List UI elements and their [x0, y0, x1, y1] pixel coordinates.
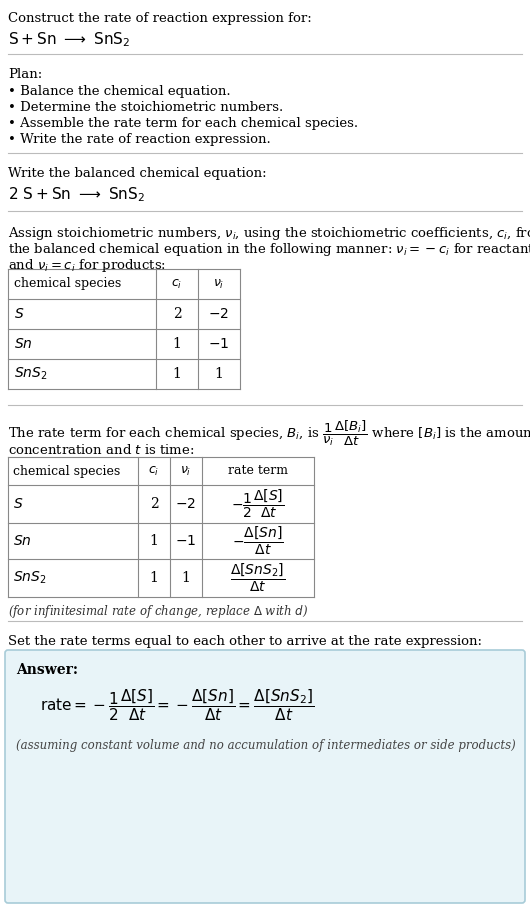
Text: 1: 1: [182, 571, 190, 585]
Text: • Balance the chemical equation.: • Balance the chemical equation.: [8, 85, 231, 98]
Text: $Sn$: $Sn$: [13, 534, 32, 548]
Text: $SnS_2$: $SnS_2$: [13, 570, 47, 586]
Text: $-2$: $-2$: [208, 307, 229, 321]
Text: 1: 1: [173, 337, 181, 351]
Text: Answer:: Answer:: [16, 663, 78, 677]
Text: $\mathrm{S + Sn\ \longrightarrow\ SnS_2}$: $\mathrm{S + Sn\ \longrightarrow\ SnS_2}…: [8, 30, 130, 49]
Text: and $\nu_i = c_i$ for products:: and $\nu_i = c_i$ for products:: [8, 257, 166, 274]
Text: Construct the rate of reaction expression for:: Construct the rate of reaction expressio…: [8, 12, 312, 25]
Text: $S$: $S$: [14, 307, 24, 321]
Text: $S$: $S$: [13, 497, 23, 511]
Text: 1: 1: [149, 534, 158, 548]
Text: $\mathrm{2\ S + Sn\ \longrightarrow\ SnS_2}$: $\mathrm{2\ S + Sn\ \longrightarrow\ SnS…: [8, 185, 145, 204]
Text: The rate term for each chemical species, $B_i$, is $\dfrac{1}{\nu_i}\dfrac{\Delt: The rate term for each chemical species,…: [8, 419, 530, 448]
Text: $c_i$: $c_i$: [148, 465, 160, 477]
Text: $\nu_i$: $\nu_i$: [213, 277, 225, 291]
Text: • Assemble the rate term for each chemical species.: • Assemble the rate term for each chemic…: [8, 117, 358, 130]
Text: $Sn$: $Sn$: [14, 337, 33, 351]
Text: concentration and $t$ is time:: concentration and $t$ is time:: [8, 443, 195, 457]
Text: $-2$: $-2$: [175, 497, 197, 511]
Text: $-\dfrac{1}{2}\dfrac{\Delta[S]}{\Delta t}$: $-\dfrac{1}{2}\dfrac{\Delta[S]}{\Delta t…: [231, 487, 285, 520]
Text: rate term: rate term: [228, 465, 288, 477]
Text: chemical species: chemical species: [13, 465, 120, 477]
Text: • Determine the stoichiometric numbers.: • Determine the stoichiometric numbers.: [8, 101, 283, 114]
Text: $-\dfrac{\Delta[Sn]}{\Delta t}$: $-\dfrac{\Delta[Sn]}{\Delta t}$: [232, 525, 284, 557]
Text: $SnS_2$: $SnS_2$: [14, 366, 48, 382]
Text: 1: 1: [173, 367, 181, 381]
Text: 1: 1: [215, 367, 224, 381]
Text: Assign stoichiometric numbers, $\nu_i$, using the stoichiometric coefficients, $: Assign stoichiometric numbers, $\nu_i$, …: [8, 225, 530, 242]
Text: • Write the rate of reaction expression.: • Write the rate of reaction expression.: [8, 133, 271, 146]
FancyBboxPatch shape: [5, 650, 525, 903]
Text: $\nu_i$: $\nu_i$: [180, 465, 192, 477]
Text: 2: 2: [149, 497, 158, 511]
Text: the balanced chemical equation in the following manner: $\nu_i = -c_i$ for react: the balanced chemical equation in the fo…: [8, 241, 530, 258]
Text: $c_i$: $c_i$: [171, 277, 183, 291]
Text: Write the balanced chemical equation:: Write the balanced chemical equation:: [8, 167, 267, 180]
Text: $-1$: $-1$: [175, 534, 197, 548]
Text: (for infinitesimal rate of change, replace $\Delta$ with $d$): (for infinitesimal rate of change, repla…: [8, 603, 308, 620]
Text: (assuming constant volume and no accumulation of intermediates or side products): (assuming constant volume and no accumul…: [16, 739, 516, 752]
Text: 1: 1: [149, 571, 158, 585]
Text: Set the rate terms equal to each other to arrive at the rate expression:: Set the rate terms equal to each other t…: [8, 635, 482, 648]
Text: Plan:: Plan:: [8, 68, 42, 81]
Text: chemical species: chemical species: [14, 277, 121, 291]
Text: $\dfrac{\Delta[SnS_2]}{\Delta t}$: $\dfrac{\Delta[SnS_2]}{\Delta t}$: [231, 562, 286, 594]
Text: $\mathrm{rate} = -\dfrac{1}{2}\dfrac{\Delta[S]}{\Delta t} = -\dfrac{\Delta[Sn]}{: $\mathrm{rate} = -\dfrac{1}{2}\dfrac{\De…: [40, 687, 314, 723]
Text: 2: 2: [173, 307, 181, 321]
Text: $-1$: $-1$: [208, 337, 229, 351]
